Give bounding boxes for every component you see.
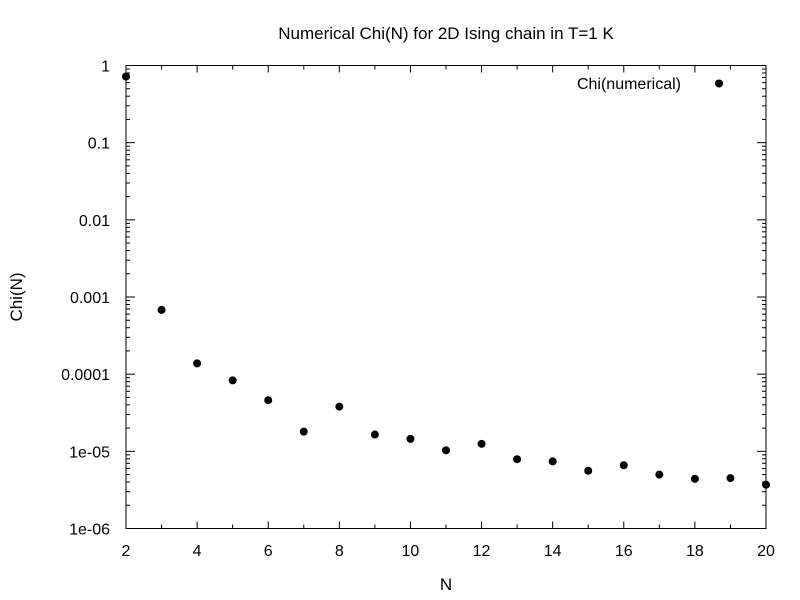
data-point — [690, 474, 699, 483]
x-tick-label: 16 — [615, 543, 633, 560]
x-tick-label: 12 — [473, 543, 491, 560]
x-tick-label: 8 — [335, 543, 344, 560]
y-tick-label: 0.1 — [88, 136, 110, 153]
plot-frame — [125, 65, 767, 529]
data-point — [619, 461, 628, 470]
data-points — [122, 72, 771, 489]
data-point — [726, 474, 735, 483]
y-tick-label: 1e-06 — [69, 522, 110, 539]
chart-title: Numerical Chi(N) for 2D Ising chain in T… — [278, 24, 614, 43]
x-tick-label: 18 — [686, 543, 704, 560]
y-axis-tick-labels: 1e-06 1e-05 0.0001 0.001 0.01 0.1 1 — [61, 59, 110, 539]
legend-label: Chi(numerical) — [577, 76, 681, 93]
x-tick-label: 10 — [402, 543, 420, 560]
data-point — [299, 427, 308, 436]
data-point — [441, 446, 450, 455]
data-point — [548, 457, 557, 466]
data-point — [477, 439, 486, 448]
x-tick-label: 2 — [122, 543, 131, 560]
data-point — [513, 455, 522, 464]
axis-ticks — [125, 65, 767, 529]
data-point — [228, 376, 237, 385]
data-point — [157, 305, 166, 314]
data-point — [655, 470, 664, 479]
data-point — [122, 72, 131, 81]
data-point — [370, 430, 379, 439]
y-tick-label: 0.01 — [79, 213, 110, 230]
data-point — [335, 402, 344, 411]
x-tick-label: 6 — [264, 543, 273, 560]
data-point — [762, 480, 771, 489]
y-tick-label: 0.001 — [70, 290, 110, 307]
data-point — [406, 434, 415, 443]
x-tick-label: 20 — [757, 543, 775, 560]
data-point — [193, 359, 202, 368]
legend-marker — [715, 79, 724, 88]
x-axis-tick-labels: 2 4 6 8 10 12 14 16 18 20 — [122, 543, 775, 560]
data-point — [264, 396, 273, 405]
x-axis-label: N — [440, 575, 452, 594]
y-axis-label: Chi(N) — [7, 272, 26, 321]
y-tick-label: 1 — [101, 59, 110, 76]
legend: Chi(numerical) — [577, 76, 724, 93]
x-tick-label: 14 — [544, 543, 562, 560]
data-point — [584, 466, 593, 475]
y-tick-label: 1e-05 — [69, 444, 110, 461]
y-tick-label: 0.0001 — [61, 367, 110, 384]
x-tick-label: 4 — [193, 543, 202, 560]
